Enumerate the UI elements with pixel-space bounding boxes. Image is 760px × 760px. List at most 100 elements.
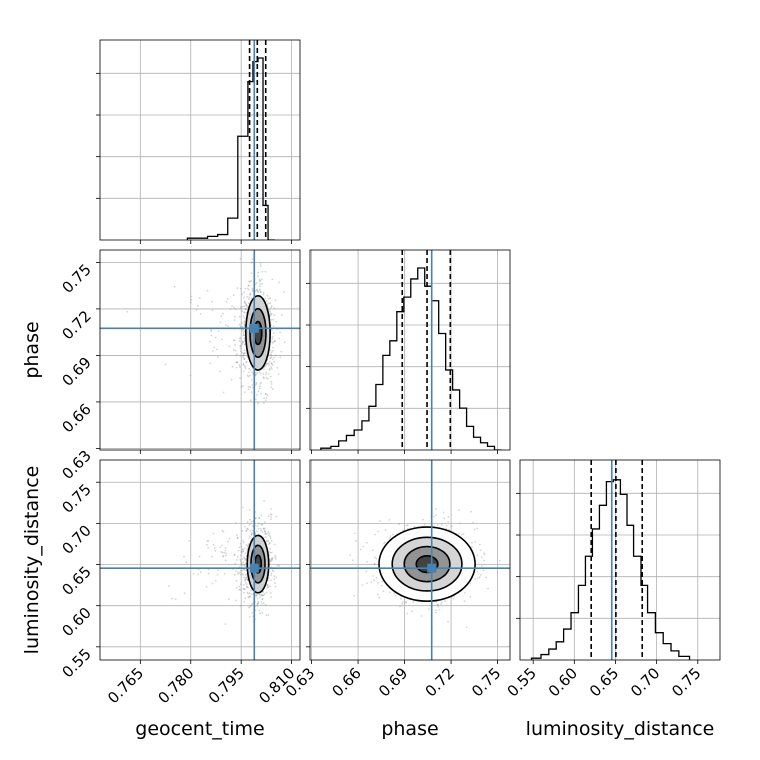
sample-point <box>258 385 261 388</box>
sample-point <box>270 513 273 516</box>
sample-point <box>269 302 272 304</box>
sample-point <box>217 330 220 333</box>
sample-point <box>252 386 254 389</box>
sample-point <box>263 499 266 502</box>
sample-point <box>241 340 244 343</box>
sample-point <box>241 329 244 332</box>
sample-point <box>389 535 392 537</box>
sample-point <box>443 517 446 520</box>
sample-point <box>235 559 238 561</box>
sample-point <box>222 555 224 558</box>
sample-point <box>392 533 394 536</box>
sample-point <box>257 290 259 293</box>
sample-point <box>240 551 243 553</box>
x-tick-label: 0.75 <box>668 664 704 700</box>
sample-point <box>249 369 252 372</box>
sample-point <box>192 572 195 575</box>
sample-point <box>372 575 375 577</box>
sample-point <box>223 572 226 575</box>
sample-point <box>248 280 251 283</box>
sample-point <box>249 399 252 402</box>
sample-point <box>262 528 265 530</box>
sample-point <box>247 284 250 287</box>
sample-point <box>273 307 276 309</box>
sample-point <box>365 541 368 544</box>
sample-point <box>250 589 253 592</box>
sample-point <box>251 258 254 260</box>
sample-point <box>242 352 245 355</box>
sample-point <box>271 341 274 344</box>
sample-point <box>239 604 242 607</box>
sample-point <box>270 579 272 582</box>
sample-point <box>268 297 270 300</box>
sample-point <box>250 279 252 282</box>
sample-point <box>261 603 263 605</box>
sample-point <box>435 514 437 516</box>
sample-point <box>256 372 259 374</box>
sample-point <box>265 614 268 617</box>
y-axis-label-phase: phase <box>21 321 43 378</box>
sample-point <box>264 527 266 530</box>
sample-point <box>256 604 258 607</box>
sample-point <box>261 594 263 596</box>
sample-point <box>233 573 236 576</box>
y-tick-label: 0.70 <box>58 521 94 557</box>
sample-point <box>236 287 239 290</box>
sample-point <box>216 573 219 576</box>
sample-point <box>275 515 278 518</box>
sample-point <box>359 548 362 551</box>
sample-point <box>262 594 265 597</box>
sample-point <box>264 530 267 533</box>
sample-point <box>267 515 270 518</box>
sample-point <box>207 572 210 575</box>
sample-point <box>479 543 481 546</box>
sample-point <box>171 597 173 600</box>
sample-point <box>258 516 261 519</box>
sample-point <box>235 534 238 536</box>
sample-point <box>260 528 262 530</box>
sample-point <box>271 557 274 559</box>
sample-point <box>242 541 245 544</box>
sample-point <box>271 569 274 572</box>
sample-point <box>271 364 274 366</box>
sample-point <box>228 598 230 601</box>
sample-point <box>277 373 280 375</box>
sample-point <box>224 549 227 552</box>
sample-point <box>384 529 387 531</box>
sample-point <box>274 585 277 588</box>
sample-point <box>238 546 241 549</box>
sample-point <box>249 605 251 608</box>
sample-point <box>195 309 198 311</box>
sample-point <box>236 536 239 539</box>
sample-point <box>213 346 216 349</box>
sample-point <box>250 391 253 394</box>
sample-point <box>244 582 247 584</box>
sample-point <box>271 557 273 559</box>
sample-point <box>255 517 257 520</box>
sample-point <box>257 290 259 293</box>
sample-point <box>480 573 482 576</box>
sample-point <box>242 341 244 344</box>
sample-point <box>246 521 249 523</box>
sample-point <box>270 362 273 364</box>
sample-point <box>242 574 245 576</box>
sample-point <box>270 318 273 321</box>
sample-point <box>255 398 257 400</box>
sample-point <box>374 533 376 536</box>
sample-point <box>259 265 262 268</box>
sample-point <box>476 527 478 530</box>
sample-point <box>470 510 472 513</box>
sample-point <box>237 571 240 574</box>
sample-point <box>252 290 254 292</box>
sample-point <box>482 569 485 572</box>
sample-point <box>258 609 260 612</box>
sample-point <box>246 306 249 309</box>
sample-point <box>452 597 455 600</box>
sample-point <box>246 296 249 298</box>
panel-frame <box>99 39 301 241</box>
sample-point <box>399 605 401 608</box>
sample-point <box>226 298 229 300</box>
sample-point <box>183 592 186 595</box>
sample-point <box>206 289 209 292</box>
